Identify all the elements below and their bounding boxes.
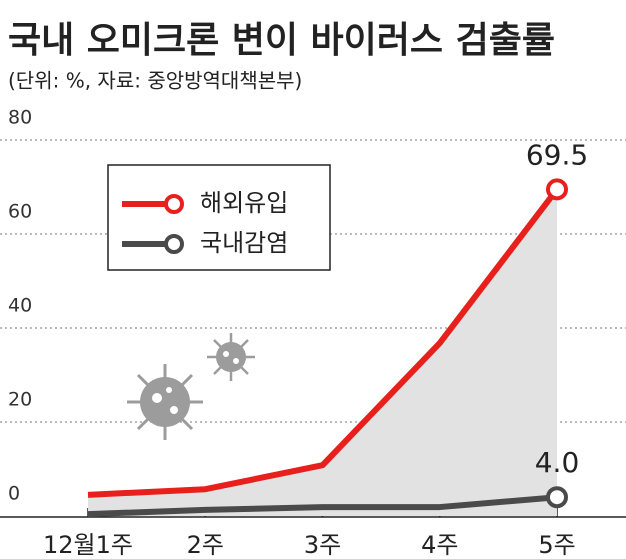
legend-box	[107, 164, 331, 271]
legend-marker	[164, 194, 184, 214]
legend-label: 국내감염	[200, 229, 288, 257]
value-label: 4.0	[535, 446, 580, 479]
chart-title: 국내 오미크론 변이 바이러스 검출률	[8, 20, 555, 61]
y-tick-label: 0	[8, 483, 20, 505]
x-tick-label: 2주	[187, 531, 224, 559]
x-tick-label: 3주	[304, 531, 341, 559]
legend-label: 해외유입	[200, 189, 288, 217]
x-tick-label: 12월1주	[43, 531, 133, 559]
x-tick-label: 4주	[421, 531, 458, 559]
area	[88, 189, 557, 516]
line	[87, 494, 558, 518]
y-tick-label: 60	[8, 201, 32, 223]
y-tick-label: 40	[8, 295, 32, 317]
virus-icons	[127, 333, 255, 440]
y-tick-label: 20	[8, 389, 32, 411]
point	[546, 486, 568, 509]
x-tick-label: 5주	[538, 531, 575, 559]
point	[546, 178, 568, 201]
line	[87, 187, 560, 498]
legend-marker	[164, 234, 184, 254]
value-label: 69.5	[526, 138, 588, 171]
chart-subtitle: (단위: %, 자료: 중앙방역대책본부)	[8, 69, 302, 93]
y-tick-label: 80	[8, 107, 32, 129]
